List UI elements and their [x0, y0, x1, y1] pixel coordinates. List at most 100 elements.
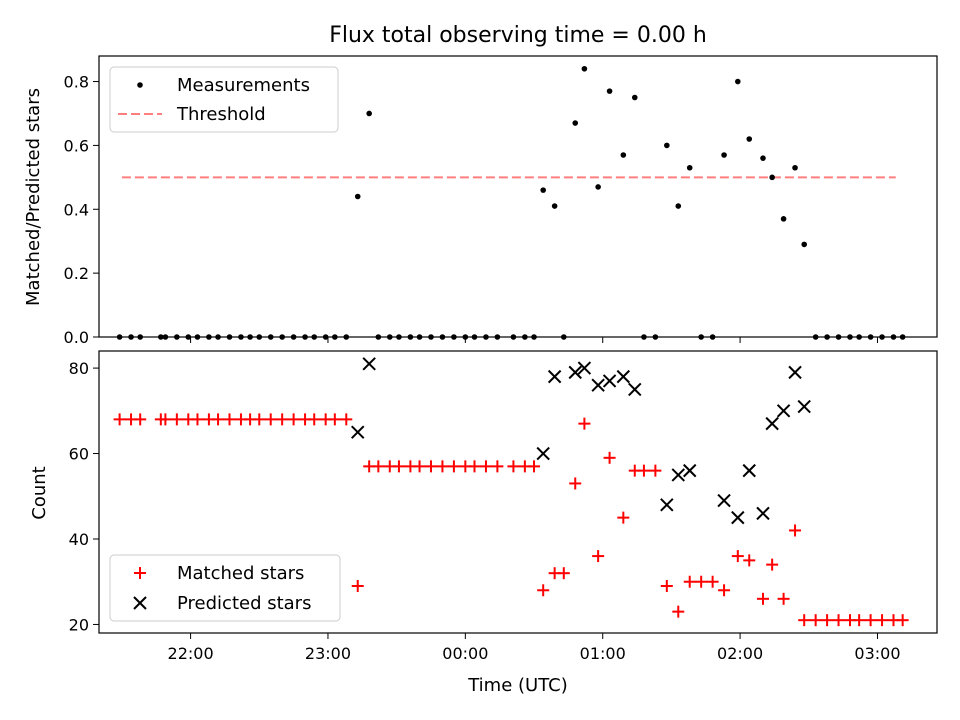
- measurement-point: [572, 120, 579, 126]
- bottom-plot-area: 20 40 60 80 22:00 23:00 00:00 01:00 02:00 03:00: [69, 357, 909, 663]
- x-tick-label: 00:00: [442, 644, 488, 663]
- matched-stars-point: [253, 413, 266, 426]
- top-chart-title: Flux total observing time = 0.00 h: [329, 23, 707, 48]
- bottom-y-axis-label: Count: [29, 466, 50, 519]
- predicted-stars-point: [731, 510, 745, 525]
- matched-stars-point: [876, 614, 889, 627]
- predicted-stars-point: [351, 425, 365, 439]
- predicted-stars-point: [602, 374, 617, 388]
- matched-stars-point: [777, 592, 790, 605]
- x-tick-label: 23:00: [305, 644, 351, 663]
- predicted-stars-point: [797, 399, 811, 414]
- matched-stars-point: [468, 460, 481, 473]
- measurement-point: [721, 152, 727, 158]
- top-axes-frame: [98, 55, 938, 338]
- matched-stars-point: [223, 413, 236, 426]
- matched-stars-point: [276, 413, 289, 426]
- top-y-tick-label: 0.0: [64, 328, 89, 347]
- predicted-stars-point: [671, 468, 685, 482]
- predicted-stars-point: [756, 506, 770, 521]
- measurement-point: [780, 216, 787, 222]
- top-y-tick-label: 0.2: [64, 264, 89, 283]
- matched-stars-point: [706, 575, 719, 588]
- matched-stars-point: [436, 460, 449, 473]
- measurement-point: [769, 174, 775, 181]
- matched-stars-point: [528, 460, 541, 473]
- matched-stars-point: [328, 413, 341, 426]
- matched-stars-point: [134, 413, 147, 426]
- matched-stars-point: [491, 460, 504, 473]
- measurement-point: [664, 142, 670, 149]
- x-axis-label: Time (UTC): [467, 675, 568, 696]
- matched-stars-point: [424, 460, 437, 473]
- matched-stars-point: [695, 575, 708, 588]
- matched-stars-point: [264, 413, 277, 426]
- predicted-stars-point: [577, 361, 592, 375]
- matched-stars-point: [743, 554, 756, 567]
- top-y-tick-label: 0.8: [64, 73, 89, 92]
- predicted-stars-point: [742, 463, 756, 478]
- measurement-point: [366, 110, 372, 117]
- top-y-tick-label: 0.6: [64, 136, 89, 155]
- measurement-point: [760, 155, 766, 161]
- predicted-stars-legend-marker: [133, 596, 147, 610]
- matched-stars-point: [569, 477, 582, 490]
- measurement-point: [735, 78, 741, 85]
- measurements-legend-marker: [137, 82, 143, 88]
- predicted-stars-point: [616, 369, 631, 384]
- matched-stars-point: [756, 592, 769, 605]
- matched-stars-point: [789, 524, 802, 537]
- matched-stars-point: [617, 511, 630, 524]
- matched-stars-point: [766, 558, 779, 571]
- matched-stars-point: [821, 614, 834, 627]
- measurement-point: [581, 65, 588, 72]
- x-tick-label: 03:00: [854, 644, 900, 663]
- bottom-y-tick-label: 20: [69, 615, 89, 634]
- predicted-stars-legend-label: Predicted stars: [177, 593, 311, 614]
- predicted-stars-point: [717, 493, 731, 508]
- measurement-point: [620, 152, 627, 158]
- matched-stars-point: [798, 614, 811, 627]
- predicted-stars-point: [660, 498, 674, 512]
- top-legend: Measurements Threshold: [109, 66, 339, 133]
- matched-stars-point: [113, 413, 126, 426]
- matched-stars-point: [853, 614, 866, 627]
- matched-stars-legend-marker: [134, 567, 146, 579]
- matched-stars-point: [578, 417, 591, 430]
- threshold-legend-label: Threshold: [176, 104, 266, 125]
- matched-stars-point: [170, 413, 183, 426]
- matched-stars-point: [592, 550, 605, 563]
- matched-stars-point: [287, 413, 300, 426]
- matched-stars-point: [479, 460, 492, 473]
- matched-stars-point: [864, 614, 877, 627]
- bottom-axes-frame: [98, 350, 938, 634]
- bottom-y-tick-label: 60: [69, 445, 89, 464]
- matched-stars-point: [683, 575, 696, 588]
- matched-stars-point: [372, 460, 385, 473]
- predicted-stars-point: [536, 446, 550, 461]
- measurement-point: [595, 184, 601, 190]
- measurement-point: [540, 187, 546, 193]
- measurement-point: [746, 136, 753, 142]
- predicted-stars-point: [628, 382, 642, 397]
- predicted-stars-point: [765, 416, 779, 431]
- matched-stars-point: [413, 460, 426, 473]
- matched-stars-point: [212, 413, 225, 426]
- bottom-legend: Matched stars Predicted stars: [109, 554, 341, 622]
- matched-stars-point: [159, 413, 172, 426]
- matched-stars-point: [507, 460, 520, 473]
- measurement-point: [631, 94, 638, 101]
- measurement-point: [606, 88, 613, 94]
- measurements-legend-label: Measurements: [177, 75, 310, 96]
- predicted-stars-point: [683, 463, 697, 478]
- measurement-point: [686, 164, 693, 171]
- matched-stars-point: [308, 413, 321, 426]
- matched-stars-point: [672, 605, 685, 618]
- predicted-stars-point: [547, 369, 562, 384]
- top-y-tick-label: 0.4: [64, 200, 89, 219]
- measurement-point: [354, 193, 361, 200]
- predicted-stars-point: [776, 404, 791, 418]
- matched-stars-point: [392, 460, 405, 473]
- measurement-point: [551, 203, 558, 209]
